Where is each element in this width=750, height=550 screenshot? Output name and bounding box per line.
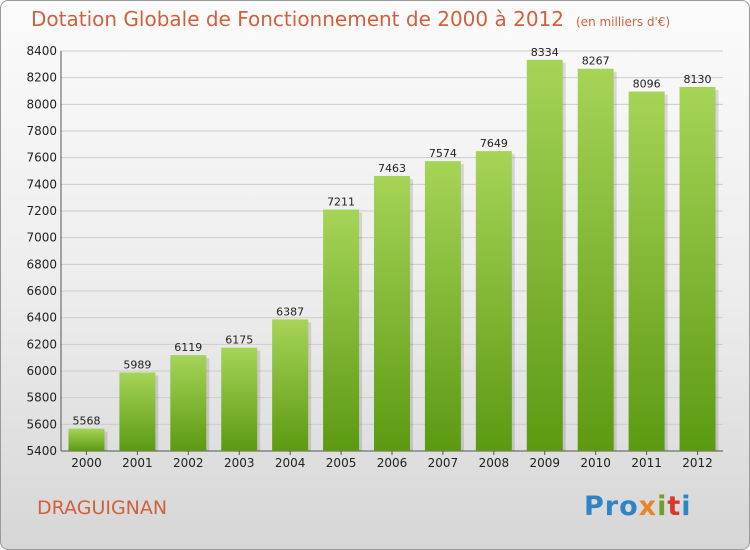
value-label: 6387 bbox=[276, 305, 304, 318]
y-tick-label: 7200 bbox=[26, 204, 57, 218]
value-label: 7574 bbox=[429, 147, 457, 160]
x-tick-label: 2011 bbox=[631, 456, 662, 470]
y-axis: 5400 5600 5800 6000 6200 6400 6600 6800 7000 7200… bbox=[26, 44, 723, 458]
logo-part-4: t bbox=[667, 491, 682, 522]
value-label: 8130 bbox=[684, 73, 712, 86]
bar bbox=[679, 87, 716, 451]
bar bbox=[526, 59, 563, 452]
bars: 5568 5989 6119 6175 6387 7211 7463 7574 7649 8334… bbox=[68, 46, 719, 452]
y-tick-label: 6800 bbox=[26, 257, 57, 271]
value-label: 7649 bbox=[480, 137, 508, 150]
chart-title: Dotation Globale de Fonctionnement de 20… bbox=[31, 7, 670, 31]
bar bbox=[221, 347, 258, 451]
x-tick-label: 2001 bbox=[122, 456, 153, 470]
y-tick-label: 8000 bbox=[26, 97, 57, 111]
y-tick-label: 7600 bbox=[26, 151, 57, 165]
y-tick-label: 7000 bbox=[26, 231, 57, 245]
y-tick-label: 8200 bbox=[26, 71, 57, 85]
logo-part-5: i bbox=[681, 491, 692, 522]
bar bbox=[323, 209, 360, 451]
title-text: Dotation Globale de Fonctionnement de 20… bbox=[31, 7, 564, 31]
value-label: 5568 bbox=[72, 415, 100, 428]
x-tick-label: 2008 bbox=[479, 456, 510, 470]
x-tick-label: 2003 bbox=[224, 456, 255, 470]
bar bbox=[424, 161, 461, 451]
y-tick-label: 6200 bbox=[26, 337, 57, 351]
bar bbox=[119, 372, 156, 451]
bar bbox=[577, 68, 614, 451]
value-label: 6119 bbox=[174, 341, 202, 354]
y-tick-label: 5800 bbox=[26, 391, 57, 405]
value-label: 7211 bbox=[327, 196, 355, 209]
y-tick-label: 7400 bbox=[26, 177, 57, 191]
value-label: 6175 bbox=[225, 334, 253, 347]
city-name: DRAGUIGNAN bbox=[37, 497, 168, 519]
bar bbox=[475, 151, 512, 451]
value-label: 5989 bbox=[123, 358, 151, 371]
x-tick-label: 2004 bbox=[275, 456, 306, 470]
logo-part-3: i bbox=[657, 491, 668, 522]
x-tick-label: 2006 bbox=[377, 456, 408, 470]
y-tick-label: 5400 bbox=[26, 444, 57, 458]
y-tick-label: 8400 bbox=[26, 44, 57, 58]
x-axis: 2000 2001 2002 2003 2004 2005 2006 2007 2008 2009… bbox=[71, 451, 713, 470]
x-tick-label: 2010 bbox=[580, 456, 611, 470]
unit-label: (en milliers d'€) bbox=[576, 15, 671, 29]
value-label: 8267 bbox=[582, 55, 610, 68]
bar bbox=[374, 175, 410, 451]
x-tick-label: 2012 bbox=[682, 456, 713, 470]
value-label: 7463 bbox=[378, 162, 406, 175]
x-tick-label: 2007 bbox=[428, 456, 459, 470]
x-tick-label: 2009 bbox=[529, 456, 560, 470]
y-tick-label: 7800 bbox=[26, 124, 57, 138]
y-tick-label: 6400 bbox=[26, 311, 57, 325]
y-tick-label: 6600 bbox=[26, 284, 57, 298]
x-tick-label: 2000 bbox=[71, 456, 102, 470]
bar bbox=[628, 91, 665, 452]
bar bbox=[170, 355, 207, 451]
logo-part-1: Pro bbox=[584, 491, 639, 522]
x-tick-label: 2002 bbox=[173, 456, 204, 470]
x-tick-label: 2005 bbox=[326, 456, 357, 470]
value-label: 8334 bbox=[531, 46, 559, 59]
bar bbox=[272, 319, 309, 451]
logo-part-2: x bbox=[638, 491, 658, 522]
bar bbox=[68, 428, 105, 451]
value-label: 8096 bbox=[633, 78, 661, 91]
y-tick-label: 6000 bbox=[26, 364, 57, 378]
proxiti-logo[interactable]: Proxiti bbox=[584, 491, 692, 522]
y-tick-label: 5600 bbox=[26, 417, 57, 431]
